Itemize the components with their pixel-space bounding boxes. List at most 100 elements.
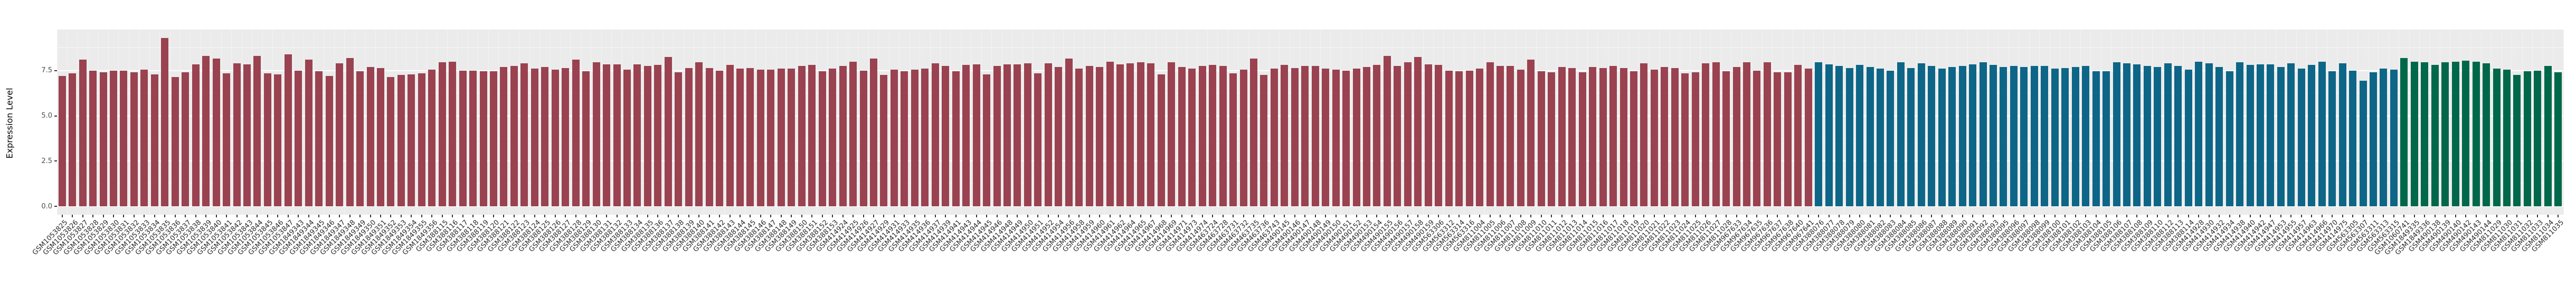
- vertical-gridline: [1761, 30, 1763, 215]
- x-tick-mark: [1181, 215, 1182, 217]
- bar-GSM388127: [562, 68, 570, 206]
- bar-GSM563306: [1435, 65, 1443, 206]
- bar-GSM490156: [1394, 66, 1401, 206]
- bar-GSM811008: [1517, 70, 1524, 206]
- bar-GSM811004: [1476, 69, 1484, 206]
- x-tick-mark: [1233, 215, 1234, 217]
- bar-GSM490152: [1352, 69, 1360, 206]
- bar-GSM811030: [2503, 70, 2511, 206]
- x-tick-mark: [452, 215, 453, 217]
- x-tick-mark: [986, 215, 988, 217]
- vertical-gridline: [2029, 30, 2030, 215]
- x-tick-mark: [1766, 215, 1768, 217]
- vertical-gridline: [1392, 30, 1393, 215]
- bar-GSM1053837: [182, 72, 190, 206]
- bar-GSM563313: [2380, 69, 2388, 206]
- bar-GSM563311: [2370, 72, 2377, 206]
- x-tick-mark: [482, 215, 484, 217]
- vertical-gridline: [2316, 30, 2317, 215]
- vertical-gridline: [714, 30, 715, 215]
- bar-GSM811024: [1681, 73, 1689, 206]
- x-tick-mark: [647, 215, 648, 217]
- bar-GSM388098: [2030, 66, 2038, 206]
- vertical-gridline: [981, 30, 982, 215]
- x-tick-mark: [1027, 215, 1028, 217]
- vertical-gridline: [1371, 30, 1372, 215]
- bar-GSM811023: [1671, 68, 1679, 206]
- vertical-gridline: [673, 30, 674, 215]
- x-tick-mark: [174, 215, 176, 217]
- x-tick-mark: [534, 215, 535, 217]
- vertical-gridline: [385, 30, 386, 215]
- x-tick-mark: [883, 215, 885, 217]
- vertical-gridline: [755, 30, 756, 215]
- x-tick-mark: [1294, 215, 1295, 217]
- vertical-gridline: [1094, 30, 1095, 215]
- x-tick-mark: [308, 215, 309, 217]
- vertical-gridline: [529, 30, 530, 215]
- x-tick-mark: [2496, 215, 2497, 217]
- bar-GSM967636: [1763, 62, 1771, 206]
- x-tick-mark: [257, 215, 258, 217]
- bar-GSM388102: [2071, 66, 2079, 206]
- bar-GSM811009: [1527, 60, 1535, 206]
- bar-GSM388079: [1845, 68, 1853, 206]
- vertical-gridline: [108, 30, 109, 215]
- bar-GSM1053830: [110, 70, 118, 206]
- bar-GSM388085: [1907, 68, 1915, 206]
- bar-GSM414949: [1014, 64, 1021, 206]
- bar-GSM967640: [1794, 65, 1802, 206]
- bar-GSM388078: [1835, 66, 1843, 206]
- bar-GSM811022: [1661, 66, 1669, 206]
- bar-GSM388092: [1979, 62, 1987, 206]
- bar-GSM388104: [2092, 71, 2100, 206]
- bar-GSM811028: [1722, 71, 1730, 206]
- vertical-gridline: [1135, 30, 1136, 215]
- bar-GSM388147: [767, 70, 775, 206]
- bar-GSM563307: [2359, 80, 2367, 206]
- vertical-gridline: [272, 30, 273, 215]
- bar-GSM1849346: [325, 76, 333, 206]
- bar-GSM414946: [993, 66, 1001, 206]
- bar-GSM463735: [1249, 59, 1257, 206]
- bar-GSM388133: [623, 70, 631, 206]
- x-tick-mark: [811, 215, 813, 217]
- x-tick-mark: [595, 215, 597, 217]
- vertical-gridline: [1813, 30, 1814, 215]
- vertical-gridline: [1587, 30, 1588, 215]
- vertical-gridline: [2480, 30, 2482, 215]
- bar-GSM414956: [1065, 59, 1073, 206]
- vertical-gridline: [786, 30, 787, 215]
- vertical-gridline: [1741, 30, 1742, 215]
- x-tick-mark: [2455, 215, 2456, 217]
- bar-GSM388142: [716, 70, 724, 206]
- vertical-gridline: [2409, 30, 2410, 215]
- bar-GSM388076: [1815, 62, 1823, 206]
- bar-GSM811012: [1558, 66, 1566, 206]
- x-tick-mark: [1120, 215, 1121, 217]
- x-tick-mark: [996, 215, 998, 217]
- vertical-gridline: [2306, 30, 2307, 215]
- bar-GSM414948: [1003, 64, 1011, 206]
- bar-GSM388108: [2133, 64, 2141, 206]
- bar-GSM388096: [2010, 66, 2018, 206]
- x-tick-mark: [328, 215, 330, 217]
- bar-GSM388109: [2143, 66, 2151, 206]
- bar-GSM811021: [1650, 70, 1658, 206]
- bar-GSM414928: [2195, 61, 2203, 206]
- bar-GSM811035: [2554, 72, 2562, 206]
- bar-GSM1053826: [69, 73, 77, 206]
- bar-GSM1053845: [263, 73, 271, 206]
- x-tick-mark: [1314, 215, 1316, 217]
- bar-GSM811027: [1712, 62, 1720, 206]
- x-tick-mark: [205, 215, 207, 217]
- vertical-gridline: [169, 30, 171, 215]
- vertical-gridline: [1484, 30, 1485, 215]
- x-tick-mark: [1273, 215, 1275, 217]
- bar-GSM490159: [1424, 64, 1432, 206]
- x-tick-mark: [1540, 215, 1542, 217]
- x-tick-mark: [123, 215, 125, 217]
- bar-GSM811016: [1599, 68, 1607, 206]
- bar-GSM388153: [829, 69, 837, 206]
